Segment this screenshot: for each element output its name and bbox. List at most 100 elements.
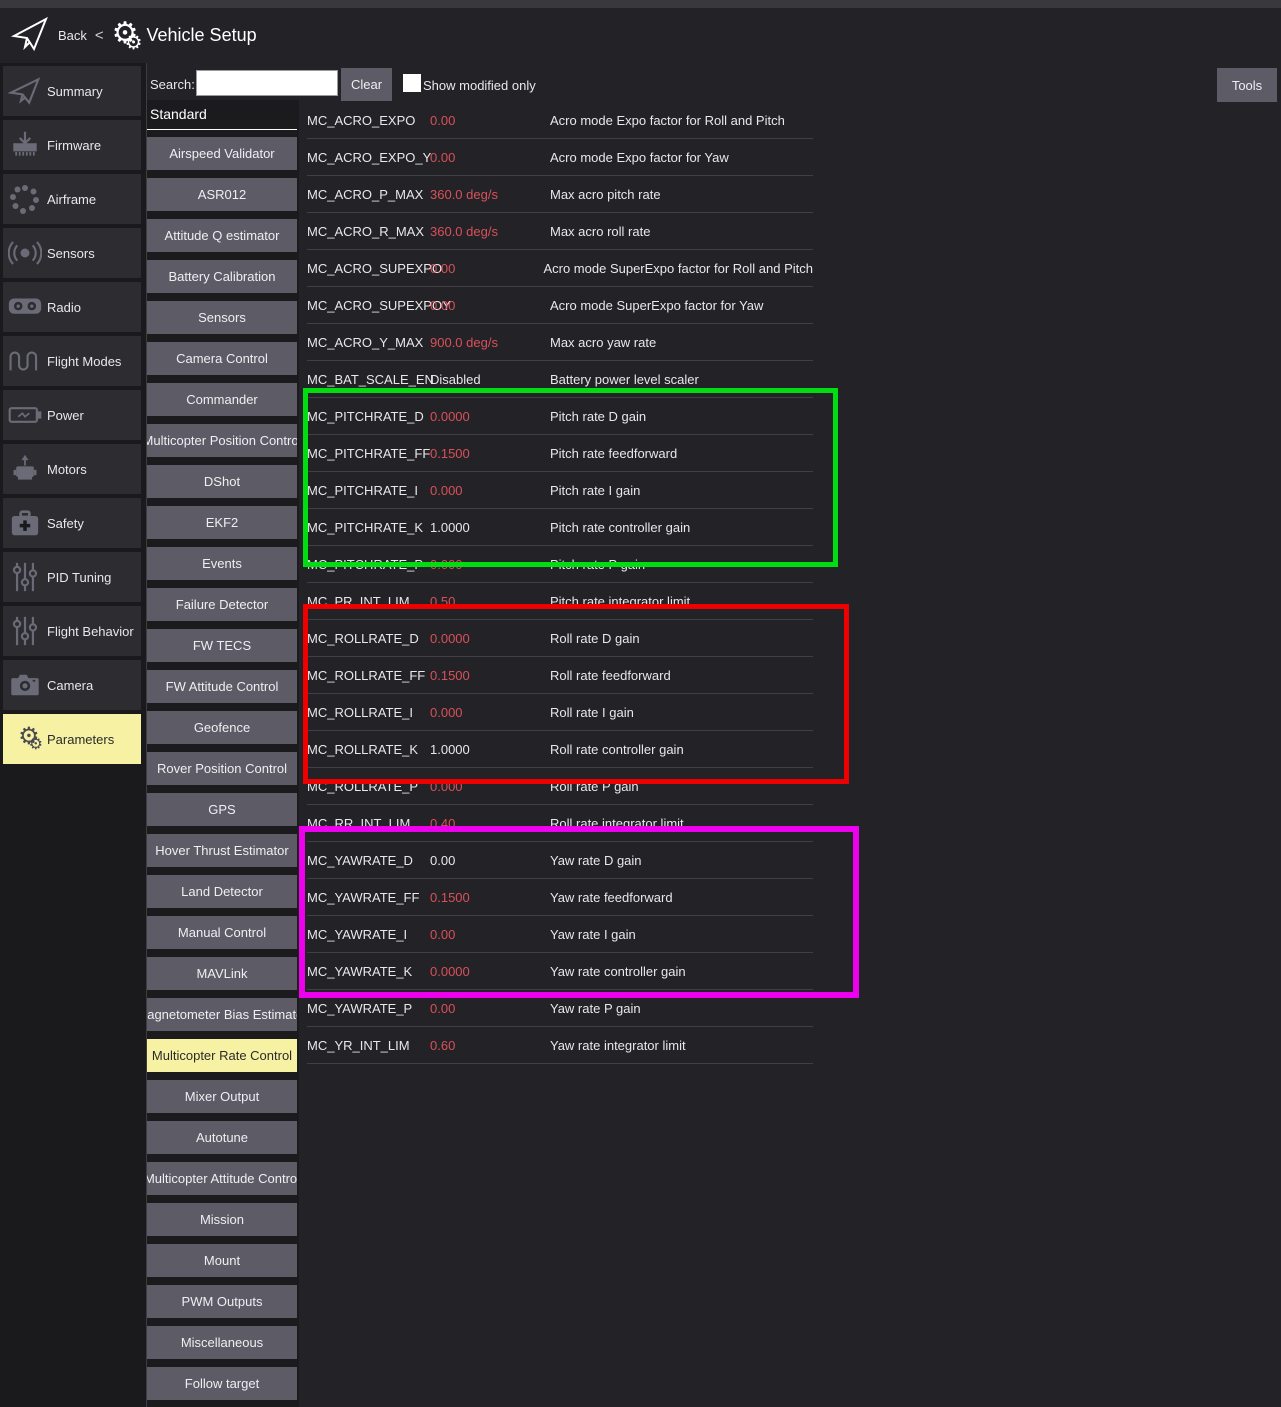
param-row-mc_pitchrate_p[interactable]: MC_PITCHRATE_P 0.000 Pitch rate P gain [307,546,813,583]
param-description: Yaw rate feedforward [550,889,673,905]
group-button-mission[interactable]: Mission [147,1203,297,1236]
group-button-land-detector[interactable]: Land Detector [147,875,297,908]
param-row-mc_acro_expo[interactable]: MC_ACRO_EXPO 0.00 Acro mode Expo factor fo… [307,102,813,139]
param-row-mc_yawrate_k[interactable]: MC_YAWRATE_K 0.0000 Yaw rate controller ga… [307,953,813,990]
param-name: MC_ROLLRATE_FF [307,667,426,683]
param-row-mc_rr_int_lim[interactable]: MC_RR_INT_LIM 0.40 Roll rate integrator li… [307,805,813,842]
param-value: 900.0 deg/s [430,334,498,350]
clear-button[interactable]: Clear [341,68,392,101]
group-button-mount[interactable]: Mount [147,1244,297,1277]
param-row-mc_acro_expo_y[interactable]: MC_ACRO_EXPO_Y 0.00 Acro mode Expo factor … [307,139,813,176]
group-button-autotune[interactable]: Autotune [147,1121,297,1154]
group-button-multicopter-position-control[interactable]: Multicopter Position Control [147,424,297,457]
back-button[interactable]: Back [58,28,87,43]
sidebar-item-camera[interactable]: Camera [3,660,141,710]
param-description: Yaw rate D gain [550,852,642,868]
param-row-mc_yawrate_ff[interactable]: MC_YAWRATE_FF 0.1500 Yaw rate feedforward [307,879,813,916]
param-row-mc_pitchrate_d[interactable]: MC_PITCHRATE_D 0.0000 Pitch rate D gain [307,398,813,435]
group-button-asr012[interactable]: ASR012 [147,178,297,211]
group-button-gps[interactable]: GPS [147,793,297,826]
group-button-geofence[interactable]: Geofence [147,711,297,744]
group-button-sensors[interactable]: Sensors [147,301,297,334]
group-button-mixer-output[interactable]: Mixer Output [147,1080,297,1113]
param-row-mc_rollrate_i[interactable]: MC_ROLLRATE_I 0.000 Roll rate I gain [307,694,813,731]
param-row-mc_yawrate_d[interactable]: MC_YAWRATE_D 0.00 Yaw rate D gain [307,842,813,879]
param-name: MC_RR_INT_LIM [307,815,411,831]
param-row-mc_bat_scale_en[interactable]: MC_BAT_SCALE_EN Disabled Battery power lev… [307,361,813,398]
param-name: MC_ROLLRATE_K [307,741,419,757]
param-value: 0.1500 [430,445,470,461]
param-row-mc_rollrate_p[interactable]: MC_ROLLRATE_P 0.000 Roll rate P gain [307,768,813,805]
group-button-fw-tecs[interactable]: FW TECS [147,629,297,662]
group-button-dshot[interactable]: DShot [147,465,297,498]
param-row-mc_rollrate_d[interactable]: MC_ROLLRATE_D 0.0000 Roll rate D gain [307,620,813,657]
param-value: 0.0000 [430,963,470,979]
param-row-mc_pitchrate_ff[interactable]: MC_PITCHRATE_FF 0.1500 Pitch rate feedforw… [307,435,813,472]
param-row-mc_yr_int_lim[interactable]: MC_YR_INT_LIM 0.60 Yaw rate integrator lim… [307,1027,813,1064]
first-aid-icon [3,509,47,537]
param-row-mc_pitchrate_k[interactable]: MC_PITCHRATE_K 1.0000 Pitch rate controlle… [307,509,813,546]
param-row-mc_acro_y_max[interactable]: MC_ACRO_Y_MAX 900.0 deg/s Max acro yaw rat… [307,324,813,361]
sidebar-item-safety[interactable]: Safety [3,498,141,548]
group-button-mavlink[interactable]: MAVLink [147,957,297,990]
sidebar-item-pid-tuning[interactable]: PID Tuning [3,552,141,602]
group-button-ekf2[interactable]: EKF2 [147,506,297,539]
param-row-mc_yawrate_i[interactable]: MC_YAWRATE_I 0.00 Yaw rate I gain [307,916,813,953]
group-button-events[interactable]: Events [147,547,297,580]
group-button-miscellaneous[interactable]: Miscellaneous [147,1326,297,1359]
group-button-fw-attitude-control[interactable]: FW Attitude Control [147,670,297,703]
sidebar-item-flight-behavior[interactable]: Flight Behavior [3,606,141,656]
sidebar-item-sensors[interactable]: Sensors [3,228,141,278]
param-row-mc_pitchrate_i[interactable]: MC_PITCHRATE_I 0.000 Pitch rate I gain [307,472,813,509]
param-row-mc_pr_int_lim[interactable]: MC_PR_INT_LIM 0.50 Pitch rate integrator l… [307,583,813,620]
flight-modes-wave-icon [3,347,47,375]
sidebar-item-parameters[interactable]: ⚙⚙ Parameters [3,714,141,764]
sensors-signal-icon [3,239,47,267]
tools-button[interactable]: Tools [1217,68,1277,102]
param-row-mc_acro_r_max[interactable]: MC_ACRO_R_MAX 360.0 deg/s Max acro roll ra… [307,213,813,250]
param-name: MC_ACRO_R_MAX [307,223,425,239]
param-value: 1.0000 [430,741,470,757]
param-name: MC_ROLLRATE_I [307,704,413,720]
group-button-rover-position-control[interactable]: Rover Position Control [147,752,297,785]
param-row-mc_rollrate_ff[interactable]: MC_ROLLRATE_FF 0.1500 Roll rate feedforwar… [307,657,813,694]
group-button-multicopter-attitude-control[interactable]: Multicopter Attitude Control [147,1162,297,1195]
sidebar-item-power[interactable]: Power [3,390,141,440]
group-button-commander[interactable]: Commander [147,383,297,416]
group-button-multicopter-rate-control[interactable]: Multicopter Rate Control [147,1039,297,1072]
sidebar-item-label: Flight Behavior [47,623,134,639]
group-button-airspeed-validator[interactable]: Airspeed Validator [147,137,297,170]
group-button-hover-thrust-estimator[interactable]: Hover Thrust Estimator [147,834,297,867]
group-button-follow-target[interactable]: Follow target [147,1367,297,1400]
group-button-manual-control[interactable]: Manual Control [147,916,297,949]
search-input[interactable] [196,70,338,96]
sidebar-item-motors[interactable]: Motors [3,444,141,494]
group-button-camera-control[interactable]: Camera Control [147,342,297,375]
sidebar-item-summary[interactable]: Summary [3,66,141,116]
app-logo-paper-plane-icon[interactable] [10,14,50,57]
sidebar-item-flight-modes[interactable]: Flight Modes [3,336,141,386]
param-row-mc_yawrate_p[interactable]: MC_YAWRATE_P 0.00 Yaw rate P gain [307,990,813,1027]
sidebar-item-airframe[interactable]: Airframe [3,174,141,224]
param-row-mc_rollrate_k[interactable]: MC_ROLLRATE_K 1.0000 Roll rate controller … [307,731,813,768]
sidebar-item-radio[interactable]: Radio [3,282,141,332]
group-button-pwm-outputs[interactable]: PWM Outputs [147,1285,297,1318]
param-value: 0.000 [430,482,463,498]
param-row-mc_acro_supexpo[interactable]: MC_ACRO_SUPEXPO 0.00 Acro mode SuperExpo f… [307,250,813,287]
gears-icon: ⚙⚙ [18,723,44,753]
group-button-failure-detector[interactable]: Failure Detector [147,588,297,621]
sidebar-item-firmware[interactable]: Firmware [3,120,141,170]
show-modified-checkbox[interactable] [403,74,421,92]
sidebar-item-label: Flight Modes [47,353,122,369]
param-row-mc_acro_supexpoy[interactable]: MC_ACRO_SUPEXPOY 0.00 Acro mode SuperExpo … [307,287,813,324]
param-name: MC_BAT_SCALE_EN [307,371,434,387]
param-value: 0.00 [430,149,456,165]
group-button-magnetometer-bias-estimator[interactable]: Magnetometer Bias Estimator [147,998,297,1031]
param-description: Roll rate I gain [550,704,634,720]
param-name: MC_YAWRATE_K [307,963,413,979]
group-button-battery-calibration[interactable]: Battery Calibration [147,260,297,293]
group-button-attitude-q-estimator[interactable]: Attitude Q estimator [147,219,297,252]
param-name: MC_YR_INT_LIM [307,1037,410,1053]
group-header-underline [147,129,297,130]
param-row-mc_acro_p_max[interactable]: MC_ACRO_P_MAX 360.0 deg/s Max acro pitch r… [307,176,813,213]
